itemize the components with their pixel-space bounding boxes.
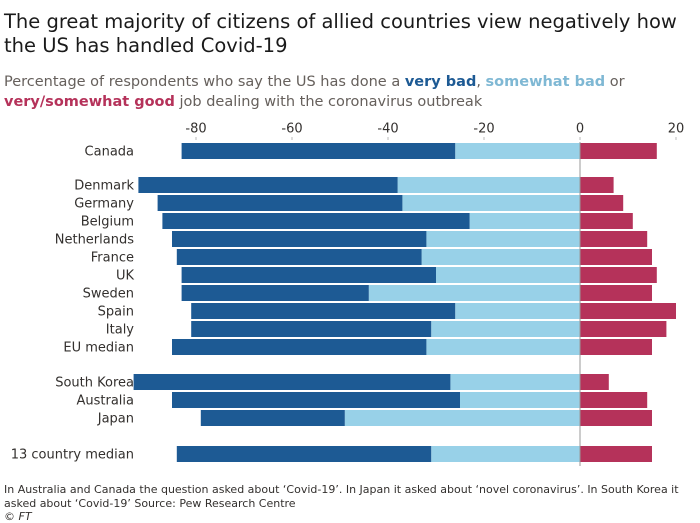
category-label: Canada xyxy=(85,145,134,160)
bar-segment xyxy=(133,374,451,390)
bar-segment xyxy=(191,321,432,337)
x-tick-label: -20 xyxy=(473,122,494,137)
source: © FT xyxy=(4,510,32,523)
bar-segment xyxy=(455,143,580,159)
bar-segment xyxy=(200,410,345,426)
bar-segment xyxy=(431,446,580,462)
category-label: EU median xyxy=(63,341,134,356)
bar-segment xyxy=(402,195,580,211)
category-label: 13 country median xyxy=(11,448,134,463)
bar-segment xyxy=(580,249,652,265)
x-tick-label: -40 xyxy=(377,122,398,137)
subtitle: Percentage of respondents who say the US… xyxy=(4,72,696,112)
bar-segment xyxy=(181,285,369,301)
category-label: Italy xyxy=(106,323,135,338)
subtitle-text: job dealing with the coronavirus outbrea… xyxy=(179,94,483,110)
bar-segment xyxy=(580,410,652,426)
bar-segment xyxy=(460,392,580,408)
category-label: UK xyxy=(116,269,135,284)
bar-segment xyxy=(580,446,652,462)
bar-segment xyxy=(191,303,456,319)
bar-segment xyxy=(368,285,580,301)
category-label: Australia xyxy=(76,394,134,409)
category-label: Germany xyxy=(74,197,134,212)
bar-segment xyxy=(455,303,580,319)
legend-entry: very bad xyxy=(404,74,477,90)
bar-segment xyxy=(436,267,580,283)
bar-segment xyxy=(138,177,398,193)
bar-segment xyxy=(469,213,580,229)
category-label: Belgium xyxy=(81,215,134,230)
bar-segment xyxy=(431,321,580,337)
bar-segment xyxy=(172,231,427,247)
bar-segment xyxy=(181,143,456,159)
category-label: Japan xyxy=(97,412,134,427)
bar-segment xyxy=(580,143,657,159)
bar-segment xyxy=(344,410,580,426)
footnote: In Australia and Canada the question ask… xyxy=(4,483,679,510)
category-label: France xyxy=(91,251,134,266)
category-label: South Korea xyxy=(55,376,134,391)
bar-segment xyxy=(580,177,614,193)
legend-entry: somewhat bad xyxy=(485,74,606,90)
bar-segment xyxy=(580,339,652,355)
category-label: Netherlands xyxy=(55,233,134,248)
chart: -80 -60 -40 -20 0 20 Canada Denmark Germany Belgi… xyxy=(11,122,685,466)
bar-segment xyxy=(172,392,460,408)
bar-segment xyxy=(176,249,422,265)
bar-segment xyxy=(580,267,657,283)
bar-segment xyxy=(421,249,580,265)
bar-segment xyxy=(580,321,667,337)
bar-segment xyxy=(426,339,580,355)
bar-segment xyxy=(580,285,652,301)
bar-segment xyxy=(162,213,470,229)
x-tick-label: -60 xyxy=(281,122,302,137)
bar-segment xyxy=(157,195,403,211)
bar-segment xyxy=(172,339,427,355)
chart-title: The great majority of citizens of allied… xyxy=(4,10,677,57)
x-tick-label: -80 xyxy=(185,122,206,137)
category-label: Spain xyxy=(98,305,134,320)
bar-segment xyxy=(181,267,436,283)
bar-segment xyxy=(580,195,624,211)
subtitle-text: Percentage of respondents who say the US… xyxy=(4,74,401,90)
x-tick-label: 0 xyxy=(576,122,584,137)
bar-segment xyxy=(580,213,633,229)
bar-segment xyxy=(397,177,580,193)
legend-entry: very/somewhat good xyxy=(4,94,175,110)
bar-segment xyxy=(580,303,676,319)
category-label: Denmark xyxy=(74,179,134,194)
category-label: Sweden xyxy=(83,287,134,302)
bar-segment xyxy=(580,231,648,247)
subtitle-text: , xyxy=(476,74,481,90)
bar-segment xyxy=(580,374,609,390)
bar-segment xyxy=(176,446,432,462)
x-tick-label: 20 xyxy=(668,122,685,137)
bar-segment xyxy=(580,392,648,408)
bar-segment xyxy=(426,231,580,247)
subtitle-text: or xyxy=(609,74,625,90)
bar-segment xyxy=(450,374,580,390)
